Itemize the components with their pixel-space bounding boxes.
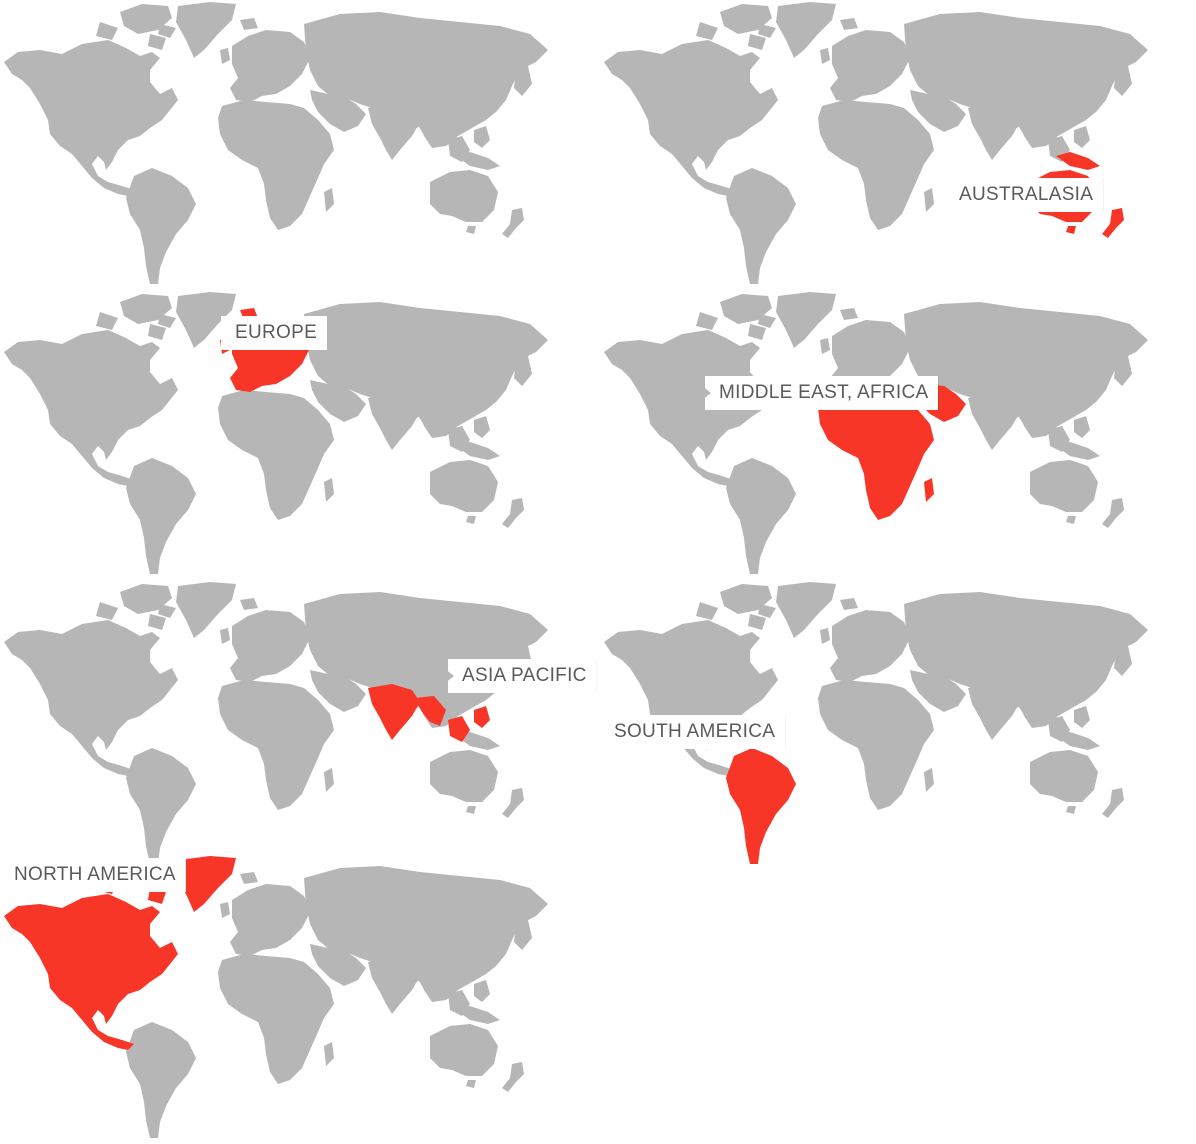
- map-world: [0, 0, 600, 290]
- region-label-middle-east-africa[interactable]: MIDDLE EAST, AFRICA: [705, 376, 939, 410]
- map-north-america: [0, 854, 600, 1144]
- region-label-asia-pacific[interactable]: ASIA PACIFIC: [448, 659, 597, 693]
- region-label-australasia[interactable]: AUSTRALASIA: [945, 178, 1104, 212]
- map-middle-east-africa: [600, 290, 1196, 580]
- region-label-north-america[interactable]: NORTH AMERICA: [0, 858, 186, 892]
- region-label-europe[interactable]: EUROPE: [221, 316, 328, 350]
- map-asia-pacific: [0, 580, 600, 870]
- map-australasia: [600, 0, 1196, 290]
- region-label-south-america[interactable]: SOUTH AMERICA: [600, 715, 786, 749]
- south-america-highlight[interactable]: [726, 748, 796, 864]
